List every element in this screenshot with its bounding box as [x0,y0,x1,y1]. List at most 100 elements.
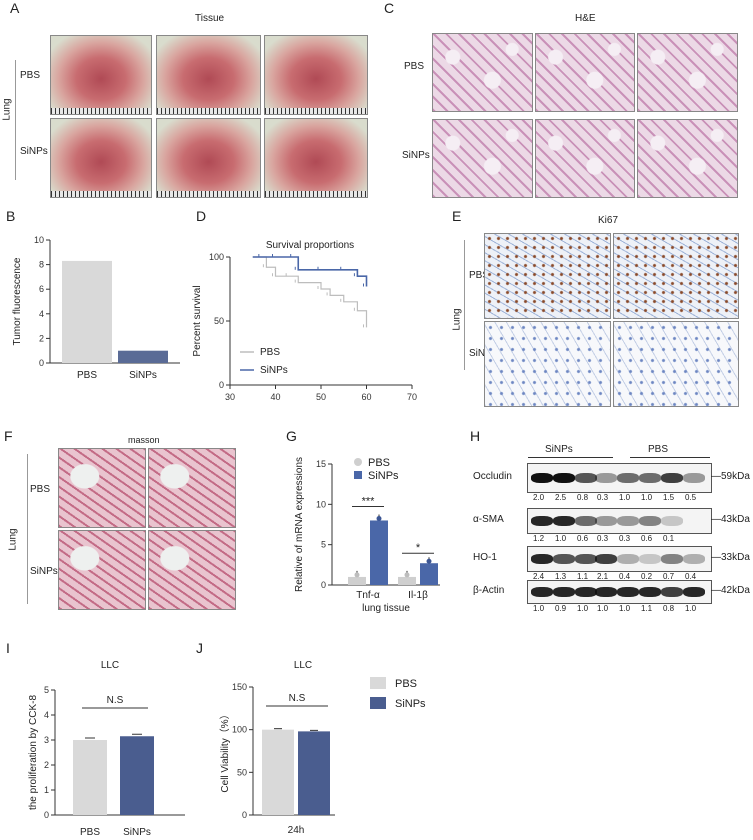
panel-e-title: Ki67 [598,215,619,226]
blot-kda-0: —59kDa [711,471,750,482]
he-image-sinps-3 [637,119,738,198]
blot-value: 0.8 [663,604,675,613]
panel-e-row-pbs: PBS [469,270,490,281]
blot-label-1: α-SMA [473,514,504,525]
blot-value: 2.5 [555,493,567,502]
b-y-tick-label: 4 [39,309,44,319]
g-data-point [354,572,360,578]
blot-value: 2.4 [533,572,545,581]
panel-label-a: A [10,0,20,16]
blot-band [595,554,617,564]
panel-f-organ-label: Lung [7,528,19,551]
blot-strip-1 [527,508,712,534]
g-data-point [426,558,432,564]
masson-image-sinps-2 [148,530,236,610]
blot-label-3: β-Actin [473,585,505,596]
blot-kda-3: —42kDa [711,585,750,596]
blot-value: 0.3 [597,534,609,543]
g-legend-label-sinps: SiNPs [368,470,399,482]
j-title: LLC [294,660,312,671]
g-y-tick-label: 0 [321,580,326,590]
blot-group-line-pbs [630,457,710,458]
blot-value: 1.0 [641,493,653,502]
g-sig-label: * [416,542,421,554]
panel-g-chart: 0 5 10 15 Relative of mRNA expressions Tnf-α *… [294,457,440,614]
panel-label-h: H [470,428,481,444]
masson-image-pbs-1 [58,448,146,528]
blot-band [639,587,661,597]
blot-band [639,516,661,526]
d-x-tick-label: 70 [407,392,417,402]
g-legend-swatch-sinps [354,471,362,479]
blot-band [553,473,575,483]
he-image-sinps-1 [432,119,533,198]
b-y-axis-title: Tumor fluorescence [12,257,23,345]
d-legend-label-sinps: SiNPs [260,365,288,376]
g-bar-pbs [348,576,366,585]
blot-value: 1.0 [577,604,589,613]
blot-band [595,473,617,483]
b-x-label: PBS [77,370,97,381]
blot-band [531,473,553,483]
i-y-tick-label: 5 [44,685,49,695]
blot-value: 1.0 [533,604,545,613]
panel-a-organ-label: Lung [1,98,13,121]
d-y-tick-label: 50 [214,316,224,326]
j-legend-label-pbs: PBS [395,678,417,690]
panel-b-chart: 0 2 4 6 8 10 Tumor fluorescence PBS SiNPs [12,235,180,381]
g-legend-label-pbs: PBS [368,457,390,469]
panel-f-row-pbs: PBS [30,484,51,495]
g-x-label: Tnf-α [356,590,380,601]
i-y-tick-label: 0 [44,810,49,820]
blot-value: 1.1 [641,604,653,613]
blot-value: 1.5 [663,493,675,502]
b-x-label: SiNPs [129,370,157,381]
panel-label-e: E [452,208,462,224]
tissue-photo-pbs-1 [50,35,152,115]
blot-value: 1.3 [555,572,567,581]
j-y-tick-label: 0 [242,810,247,820]
blot-band [575,587,597,597]
j-y-tick-label: 100 [232,725,247,735]
blot-band [575,473,597,483]
ki67-image-sinps-1 [484,321,611,407]
blot-label-2: HO-1 [473,552,497,563]
j-sig-label: N.S [289,693,306,704]
d-x-tick-label: 50 [316,392,326,402]
g-x-axis-title: lung tissue [362,603,410,614]
blot-kda-1: —43kDa [711,514,750,525]
g-sig-label: *** [362,495,376,507]
j-bar-sinps [298,731,330,815]
g-bar-pbs [398,576,416,585]
panel-label-j: J [196,640,203,656]
panel-label-d: D [196,208,207,224]
panel-label-b: B [6,208,16,224]
blot-band [553,554,575,564]
j-legend-swatch-pbs [370,677,386,689]
blot-value: 2.1 [597,572,609,581]
blot-value: 0.4 [619,572,631,581]
blot-value: 0.7 [663,572,675,581]
g-y-axis-title: Relative of mRNA expressions [294,457,305,592]
blot-value: 1.0 [597,604,609,613]
panel-a-bracket [15,60,16,180]
i-bar-sinps [120,736,154,815]
j-legend-swatch-sinps [370,697,386,709]
blot-band [683,587,705,597]
panel-a-row-pbs: PBS [20,70,41,81]
panel-c-row-pbs: PBS [404,61,425,72]
ki67-image-pbs-2 [613,233,739,319]
he-image-pbs-2 [535,33,635,112]
tissue-photo-pbs-3 [264,35,368,115]
blot-band [639,554,661,564]
blot-band [553,516,575,526]
d-y-tick-label: 0 [219,380,224,390]
he-image-sinps-2 [535,119,635,198]
blot-strip-2 [527,546,712,572]
blot-kda-2: —33kDa [711,552,750,563]
blot-value: 1.0 [619,604,631,613]
panel-f-title: masson [128,435,160,445]
tissue-photo-sinps-3 [264,118,368,198]
j-y-tick-label: 50 [237,767,247,777]
g-y-tick-label: 15 [316,459,326,469]
